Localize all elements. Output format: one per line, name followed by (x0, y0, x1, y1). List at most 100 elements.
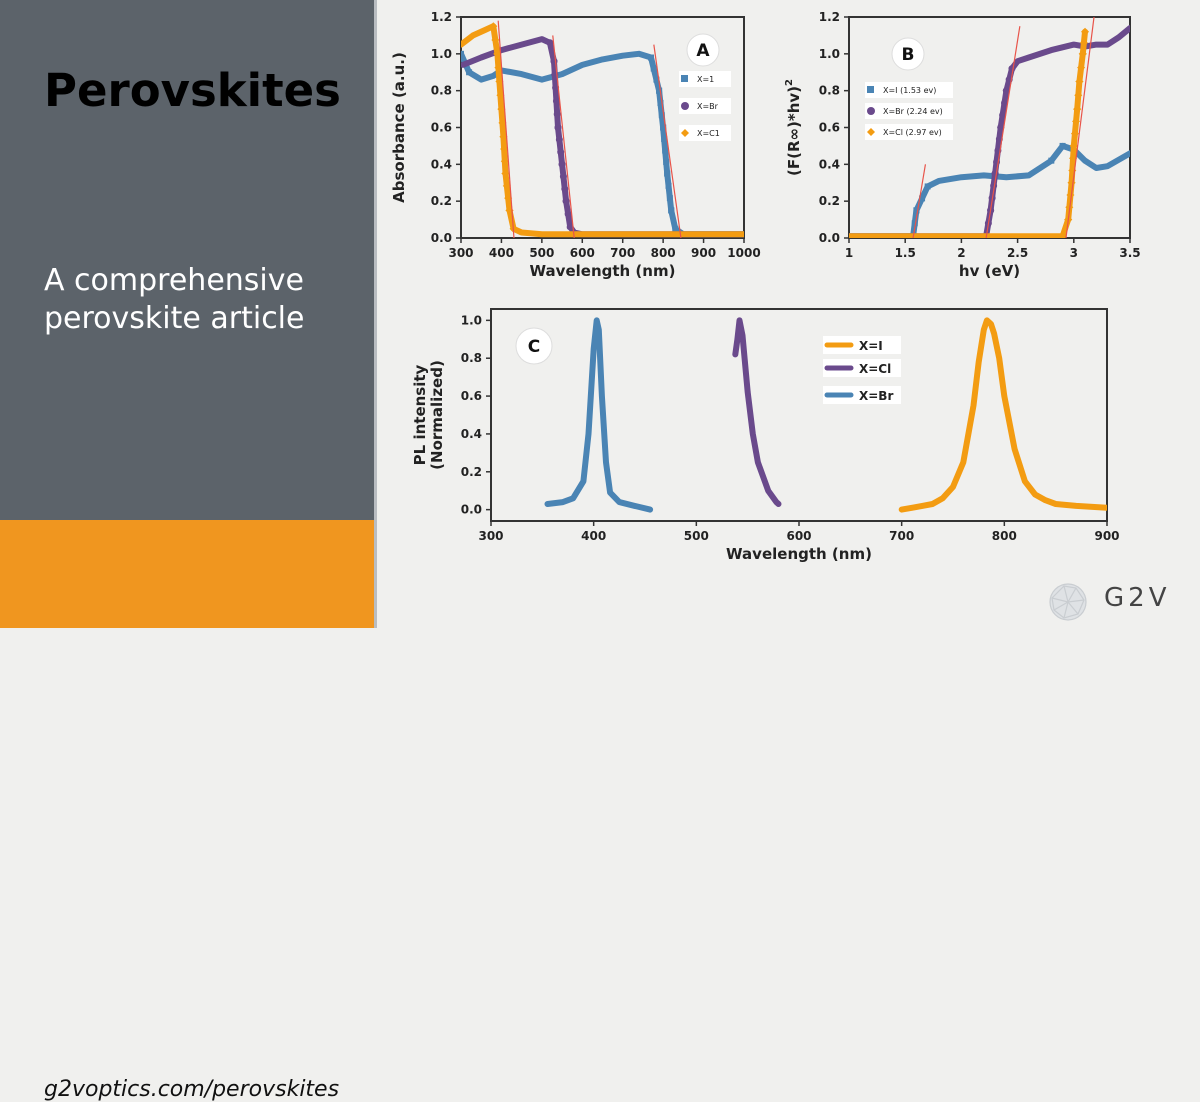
data-point (650, 65, 657, 72)
x-tick-label: 300 (478, 529, 503, 543)
x-tick-label: 600 (786, 529, 811, 543)
series-line-0 (898, 317, 1107, 513)
data-point (1000, 99, 1008, 107)
data-point (552, 84, 560, 92)
data-point (919, 195, 926, 202)
legend-swatch (681, 102, 689, 110)
chart-panel-a: 300 400 500 600 700 800 900 1000 0.0 0.2 0.4 0.6 0.8… (390, 10, 761, 280)
data-point (461, 50, 464, 57)
y-tick-label: 0.6 (819, 121, 840, 135)
series-line-2 (544, 317, 654, 513)
data-point (502, 181, 511, 190)
legend-label: X=Cl (859, 362, 891, 376)
data-point (546, 39, 554, 47)
data-point (1070, 129, 1079, 138)
data-point (672, 225, 679, 232)
data-point (991, 170, 999, 178)
panel-label: B (902, 45, 915, 65)
data-point (663, 159, 670, 166)
data-point (466, 69, 473, 76)
data-point (656, 87, 663, 94)
legend-swatch (681, 75, 688, 82)
data-point (913, 207, 920, 214)
data-point (662, 147, 669, 154)
data-point (1077, 63, 1086, 72)
data-point (497, 105, 506, 114)
y-tick-label: 1.0 (819, 47, 840, 61)
data-point (1069, 154, 1078, 163)
data-point (496, 91, 505, 100)
series-line-1 (732, 317, 782, 507)
legend-label: X=C1 (697, 129, 720, 138)
y-tick-label: 0.0 (431, 231, 452, 245)
brand-name: G2V (1104, 583, 1171, 613)
y-axis-title-line: (Normalized) (428, 360, 446, 470)
x-tick-label: 2 (957, 246, 965, 260)
plot-area (849, 17, 1130, 238)
article-link[interactable]: g2voptics.com/perovskites (44, 1077, 340, 1102)
y-tick-label: 1.2 (431, 10, 452, 24)
y-tick-label: 0.6 (431, 121, 452, 135)
x-tick-label: 800 (992, 529, 1017, 543)
data-point (1074, 91, 1083, 100)
x-tick-label: 2.5 (1007, 246, 1028, 260)
data-point (1066, 191, 1075, 200)
y-tick-label: 0.8 (431, 84, 452, 98)
data-point (1079, 38, 1088, 47)
data-point (566, 223, 574, 231)
url-banner: g2voptics.com/perovskites (0, 520, 374, 1102)
data-point (653, 76, 660, 83)
x-axis-title: hv (eV) (959, 262, 1020, 280)
y-tick-label: 0.4 (819, 157, 840, 171)
legend-bg (865, 82, 953, 98)
y-tick-label: 0.2 (461, 465, 482, 479)
data-point (665, 182, 672, 189)
y-axis-title-line: PL intensity (411, 364, 429, 465)
y-axis-title-main: (F(R∞)*hv) (785, 86, 803, 176)
y-tick-label: 0.2 (819, 194, 840, 208)
data-point (554, 124, 562, 131)
legend-bg (679, 125, 731, 141)
x-tick-label: 1.5 (895, 246, 916, 260)
y-tick-label: 1.2 (819, 10, 840, 24)
panel-badge (686, 33, 720, 67)
y-axis-title: Absorbance (a.u.) (390, 52, 408, 203)
legend-bg (865, 103, 953, 119)
data-point (558, 160, 566, 168)
x-tick-label: 700 (889, 529, 914, 543)
data-point (499, 132, 508, 141)
plot-frame (490, 308, 1108, 522)
x-tick-label: 1 (845, 246, 853, 260)
data-point (1058, 232, 1067, 238)
legend-swatch (681, 129, 689, 137)
data-point (1081, 27, 1090, 36)
fit-line (653, 44, 682, 238)
y-tick-label: 1.0 (431, 47, 452, 61)
data-point (489, 22, 498, 31)
data-point (1048, 157, 1055, 164)
x-tick-label: 3 (1070, 246, 1078, 260)
data-point (911, 220, 918, 227)
legend-bg (823, 359, 901, 377)
data-point (564, 210, 572, 218)
legend-label: X=Br (859, 389, 893, 403)
x-tick-label: 900 (691, 246, 716, 260)
data-point (1073, 105, 1082, 114)
panel-label: A (696, 41, 710, 61)
data-point (997, 124, 1005, 131)
data-point (657, 99, 664, 106)
x-tick-label: 900 (1094, 529, 1119, 543)
y-tick-label: 0.4 (461, 427, 482, 441)
y-tick-label: 0.2 (431, 194, 452, 208)
series-line-2 (461, 23, 744, 238)
chart-panel-c: 300 400 500 600 700 800 900 0.0 0.2 0.4 0.6 0.8 1.0 W… (411, 308, 1120, 563)
panel-badge (515, 327, 553, 365)
page-title: Perovskites (44, 64, 341, 117)
data-point (553, 110, 561, 118)
x-tick-label: 1000 (727, 246, 760, 260)
x-tick-label: 700 (610, 246, 635, 260)
divider (374, 0, 377, 628)
plot-area (544, 317, 1107, 513)
legend-label: X=Br (2.24 ev) (883, 107, 943, 116)
y-axis-title: PL intensity(Normalized) (411, 360, 446, 470)
